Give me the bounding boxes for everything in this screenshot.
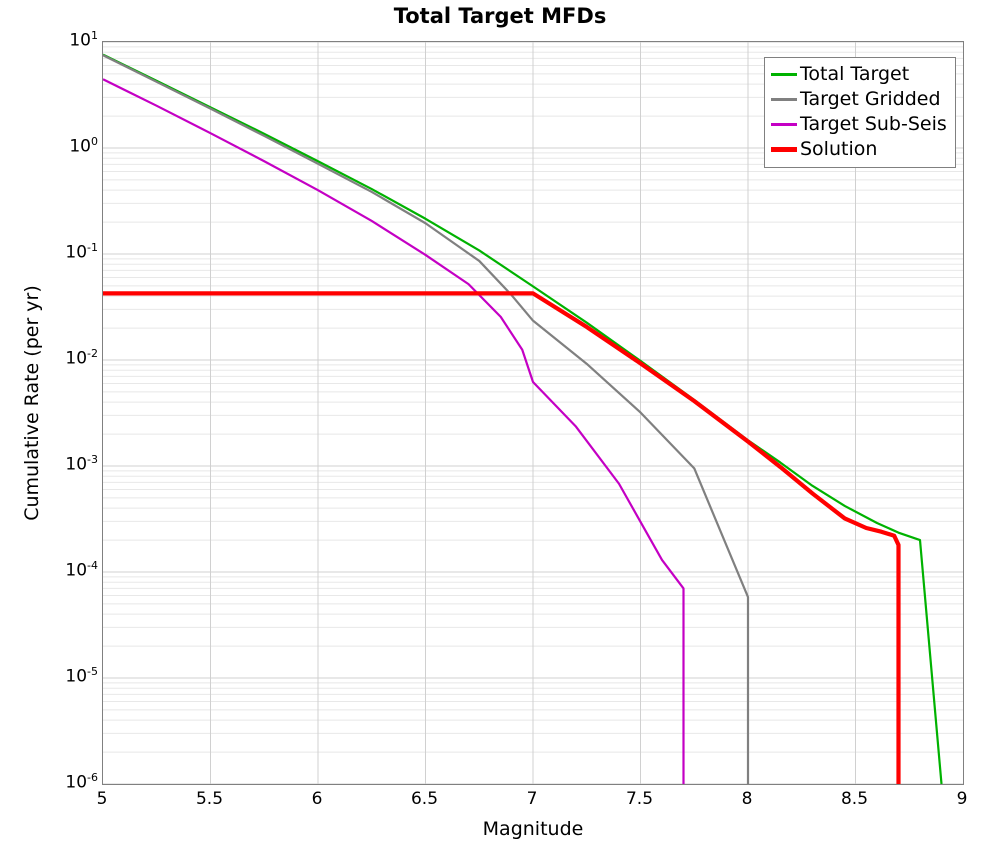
- legend-label: Target Sub-Seis: [800, 113, 947, 135]
- legend-label: Total Target: [800, 63, 910, 85]
- series-line-target-sub-seis: [103, 78, 685, 784]
- y-tick-label: 10-1: [65, 241, 98, 263]
- x-axis-label: Magnitude: [482, 818, 584, 840]
- x-tick-label: 6.5: [410, 789, 439, 809]
- x-tick-label: 7.5: [625, 789, 654, 809]
- page-title: Total Target MFDs: [393, 4, 607, 28]
- x-tick-label: 8: [741, 789, 753, 809]
- y-tick-label: 10-4: [65, 559, 98, 581]
- legend: Total Target Target Gridded Target Sub-Sei…: [764, 57, 956, 168]
- x-tick-label: 6: [311, 789, 323, 809]
- legend-item[interactable]: Target Sub-Seis: [771, 112, 947, 137]
- y-tick-label: 10-5: [65, 665, 98, 687]
- x-tick-label: 5: [96, 789, 108, 809]
- legend-label: Target Gridded: [800, 88, 941, 110]
- x-tick-label: 9: [956, 789, 968, 809]
- y-axis-tick-labels: 101 100 10-1 10-2 10-3 10-4 10-5 10-6: [0, 0, 98, 850]
- series-line-total-target: [103, 53, 943, 784]
- legend-item[interactable]: Total Target: [771, 62, 947, 87]
- legend-color-swatch: [771, 73, 797, 76]
- legend-color-swatch: [771, 123, 797, 126]
- series-line-solution: [103, 291, 901, 784]
- data-series-layer: [103, 53, 943, 784]
- legend-item[interactable]: Solution: [771, 137, 947, 162]
- x-tick-label: 5.5: [195, 789, 224, 809]
- legend-color-swatch: [771, 147, 797, 152]
- grid-lines: [103, 42, 963, 784]
- x-tick-label: 7: [526, 789, 538, 809]
- legend-item[interactable]: Target Gridded: [771, 87, 947, 112]
- series-line-target-gridded: [103, 54, 750, 784]
- x-tick-label: 8.5: [840, 789, 869, 809]
- y-tick-label: 10-3: [65, 453, 98, 475]
- legend-color-swatch: [771, 98, 797, 101]
- y-tick-label: 10-2: [65, 347, 98, 369]
- legend-label: Solution: [800, 138, 878, 160]
- y-tick-label: 100: [69, 135, 98, 157]
- y-tick-label: 10-6: [65, 771, 98, 793]
- y-tick-label: 101: [69, 29, 98, 51]
